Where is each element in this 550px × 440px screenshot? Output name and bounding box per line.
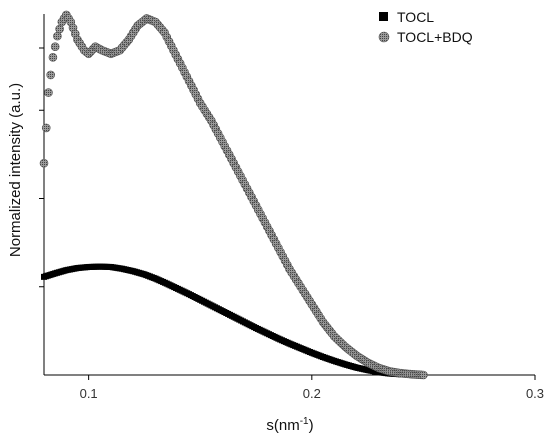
tocl-bdq-point: [46, 70, 55, 80]
legend-label-tocl-bdq: TOCL+BDQ: [397, 29, 473, 45]
tocl-bdq-point: [50, 42, 60, 52]
tocl-bdq-point: [48, 52, 58, 62]
y-axis-title: Normalized intensity (a.u.): [7, 83, 24, 257]
tocl-bdq-point: [39, 158, 49, 168]
legend-label-tocl: TOCL: [397, 9, 434, 25]
legend: TOCL TOCL+BDQ: [378, 9, 473, 45]
legend-marker-tocl: [379, 12, 388, 21]
x-tick-label-2: 0.3: [526, 386, 544, 401]
tocl-bdq-point: [419, 370, 428, 380]
series-tocl-bdq: [39, 10, 428, 380]
tocl-bdq-point: [41, 123, 51, 133]
y-ticks: [39, 47, 44, 288]
x-tick-label-0: 0.1: [80, 386, 98, 401]
x-tick-label-1: 0.2: [303, 386, 321, 401]
x-axis-title: s(nm-1): [266, 416, 313, 434]
x-ticks: 0.1 0.2 0.3: [80, 375, 544, 401]
tocl-bdq-point: [44, 88, 53, 97]
legend-marker-tocl-bdq: [378, 31, 390, 43]
